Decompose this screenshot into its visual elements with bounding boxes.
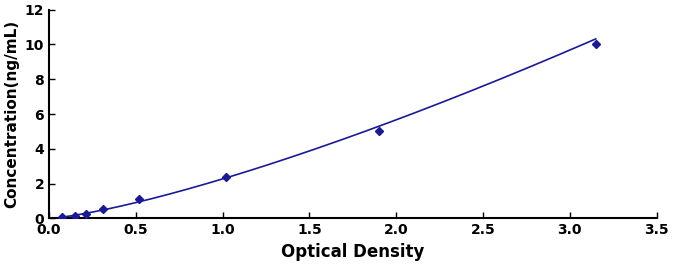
X-axis label: Optical Density: Optical Density — [281, 243, 425, 261]
Y-axis label: Concentration(ng/mL): Concentration(ng/mL) — [4, 20, 19, 208]
